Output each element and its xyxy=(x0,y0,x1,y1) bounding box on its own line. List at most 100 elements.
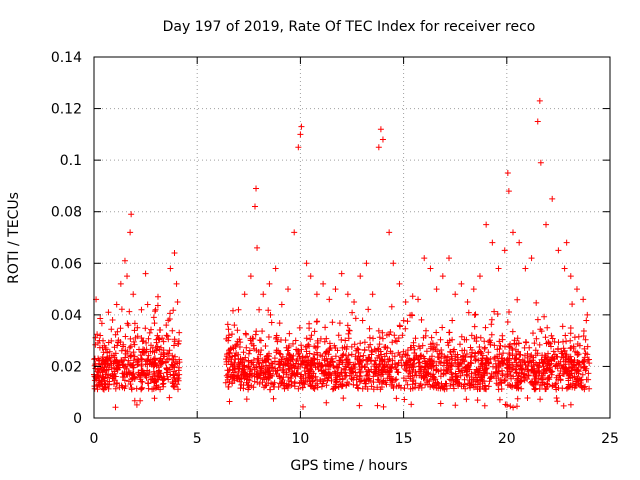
data-point xyxy=(127,229,134,236)
data-point xyxy=(573,286,580,293)
data-point xyxy=(338,270,345,277)
data-point xyxy=(543,221,550,228)
data-point xyxy=(415,296,422,303)
x-tick-label: 10 xyxy=(291,431,309,447)
data-point xyxy=(241,291,248,298)
data-point xyxy=(470,286,477,293)
data-point xyxy=(483,221,490,228)
x-tick-label: 15 xyxy=(395,431,413,447)
data-point xyxy=(433,286,440,293)
x-tick-label: 25 xyxy=(601,431,619,447)
data-point xyxy=(251,203,258,210)
data-point xyxy=(171,249,178,256)
data-point xyxy=(549,195,556,202)
data-point xyxy=(446,255,453,262)
data-point xyxy=(121,257,128,264)
data-point xyxy=(584,311,591,318)
data-point xyxy=(408,311,415,318)
data-point xyxy=(390,260,397,267)
data-point xyxy=(363,260,370,267)
data-point xyxy=(563,239,570,246)
y-tick-label: 0.1 xyxy=(60,153,82,169)
y-tick-label: 0.04 xyxy=(51,308,82,324)
data-point xyxy=(464,298,471,305)
data-point xyxy=(303,260,310,267)
data-point xyxy=(173,280,180,287)
data-point xyxy=(536,97,543,104)
data-point xyxy=(396,280,403,287)
data-point xyxy=(291,229,298,236)
data-point xyxy=(150,314,157,321)
data-point xyxy=(458,280,465,287)
data-point xyxy=(272,265,279,272)
data-point xyxy=(537,159,544,166)
data-point xyxy=(154,293,161,300)
plot-frame xyxy=(93,56,611,419)
data-point xyxy=(144,301,151,308)
chart-title: Day 197 of 2019, Rate Of TEC Index for r… xyxy=(163,19,536,35)
data-point xyxy=(235,306,242,313)
data-point xyxy=(307,273,314,280)
data-point xyxy=(567,273,574,280)
data-point xyxy=(522,265,529,272)
data-point xyxy=(109,317,116,324)
data-point xyxy=(375,144,382,151)
data-point xyxy=(495,265,502,272)
data-point xyxy=(174,298,181,305)
x-axis-label: GPS time / hours xyxy=(290,458,407,474)
data-point xyxy=(534,118,541,125)
data-point xyxy=(285,286,292,293)
data-point xyxy=(344,291,351,298)
x-tick-label: 20 xyxy=(498,431,516,447)
data-point xyxy=(247,273,254,280)
data-point xyxy=(504,170,511,177)
data-point xyxy=(134,324,141,331)
y-tick-label: 0.14 xyxy=(51,50,82,66)
data-point xyxy=(225,337,232,344)
data-point xyxy=(421,255,428,262)
y-axis-label: ROTI / TECUs xyxy=(6,192,22,284)
data-point xyxy=(489,239,496,246)
y-tick-label: 0.08 xyxy=(51,205,82,221)
data-point xyxy=(320,280,327,287)
data-point xyxy=(332,286,339,293)
data-point xyxy=(146,329,153,336)
data-point xyxy=(313,291,320,298)
x-tick-label: 0 xyxy=(90,431,99,447)
axis-ticks xyxy=(93,56,611,419)
data-point xyxy=(105,309,112,316)
data-point xyxy=(357,273,364,280)
data-point xyxy=(295,144,302,151)
data-point xyxy=(124,273,131,280)
scatter-cloud-markers xyxy=(91,293,593,411)
data-point xyxy=(298,123,305,130)
data-point xyxy=(452,291,459,298)
data-point xyxy=(561,265,568,272)
data-point xyxy=(326,296,333,303)
data-point xyxy=(163,322,170,329)
data-point xyxy=(266,280,273,287)
data-point xyxy=(386,229,393,236)
data-point xyxy=(351,298,358,305)
data-point xyxy=(377,126,384,133)
data-point xyxy=(439,273,446,280)
data-point xyxy=(580,296,587,303)
data-point xyxy=(516,239,523,246)
data-point xyxy=(142,270,149,277)
data-point xyxy=(379,136,386,143)
data-point xyxy=(402,298,409,305)
data-point xyxy=(253,185,260,192)
data-point xyxy=(555,247,562,254)
data-point xyxy=(97,332,104,339)
data-point xyxy=(113,301,120,308)
y-tick-label: 0.12 xyxy=(51,102,82,118)
data-point xyxy=(117,280,124,287)
data-point xyxy=(297,131,304,138)
data-point xyxy=(509,229,516,236)
data-point xyxy=(159,335,166,342)
y-tick-label: 0.02 xyxy=(51,359,82,375)
x-tick-labels: 0 5 10 15 20 25 xyxy=(90,431,619,447)
data-point xyxy=(231,322,238,329)
data-point xyxy=(128,211,135,218)
